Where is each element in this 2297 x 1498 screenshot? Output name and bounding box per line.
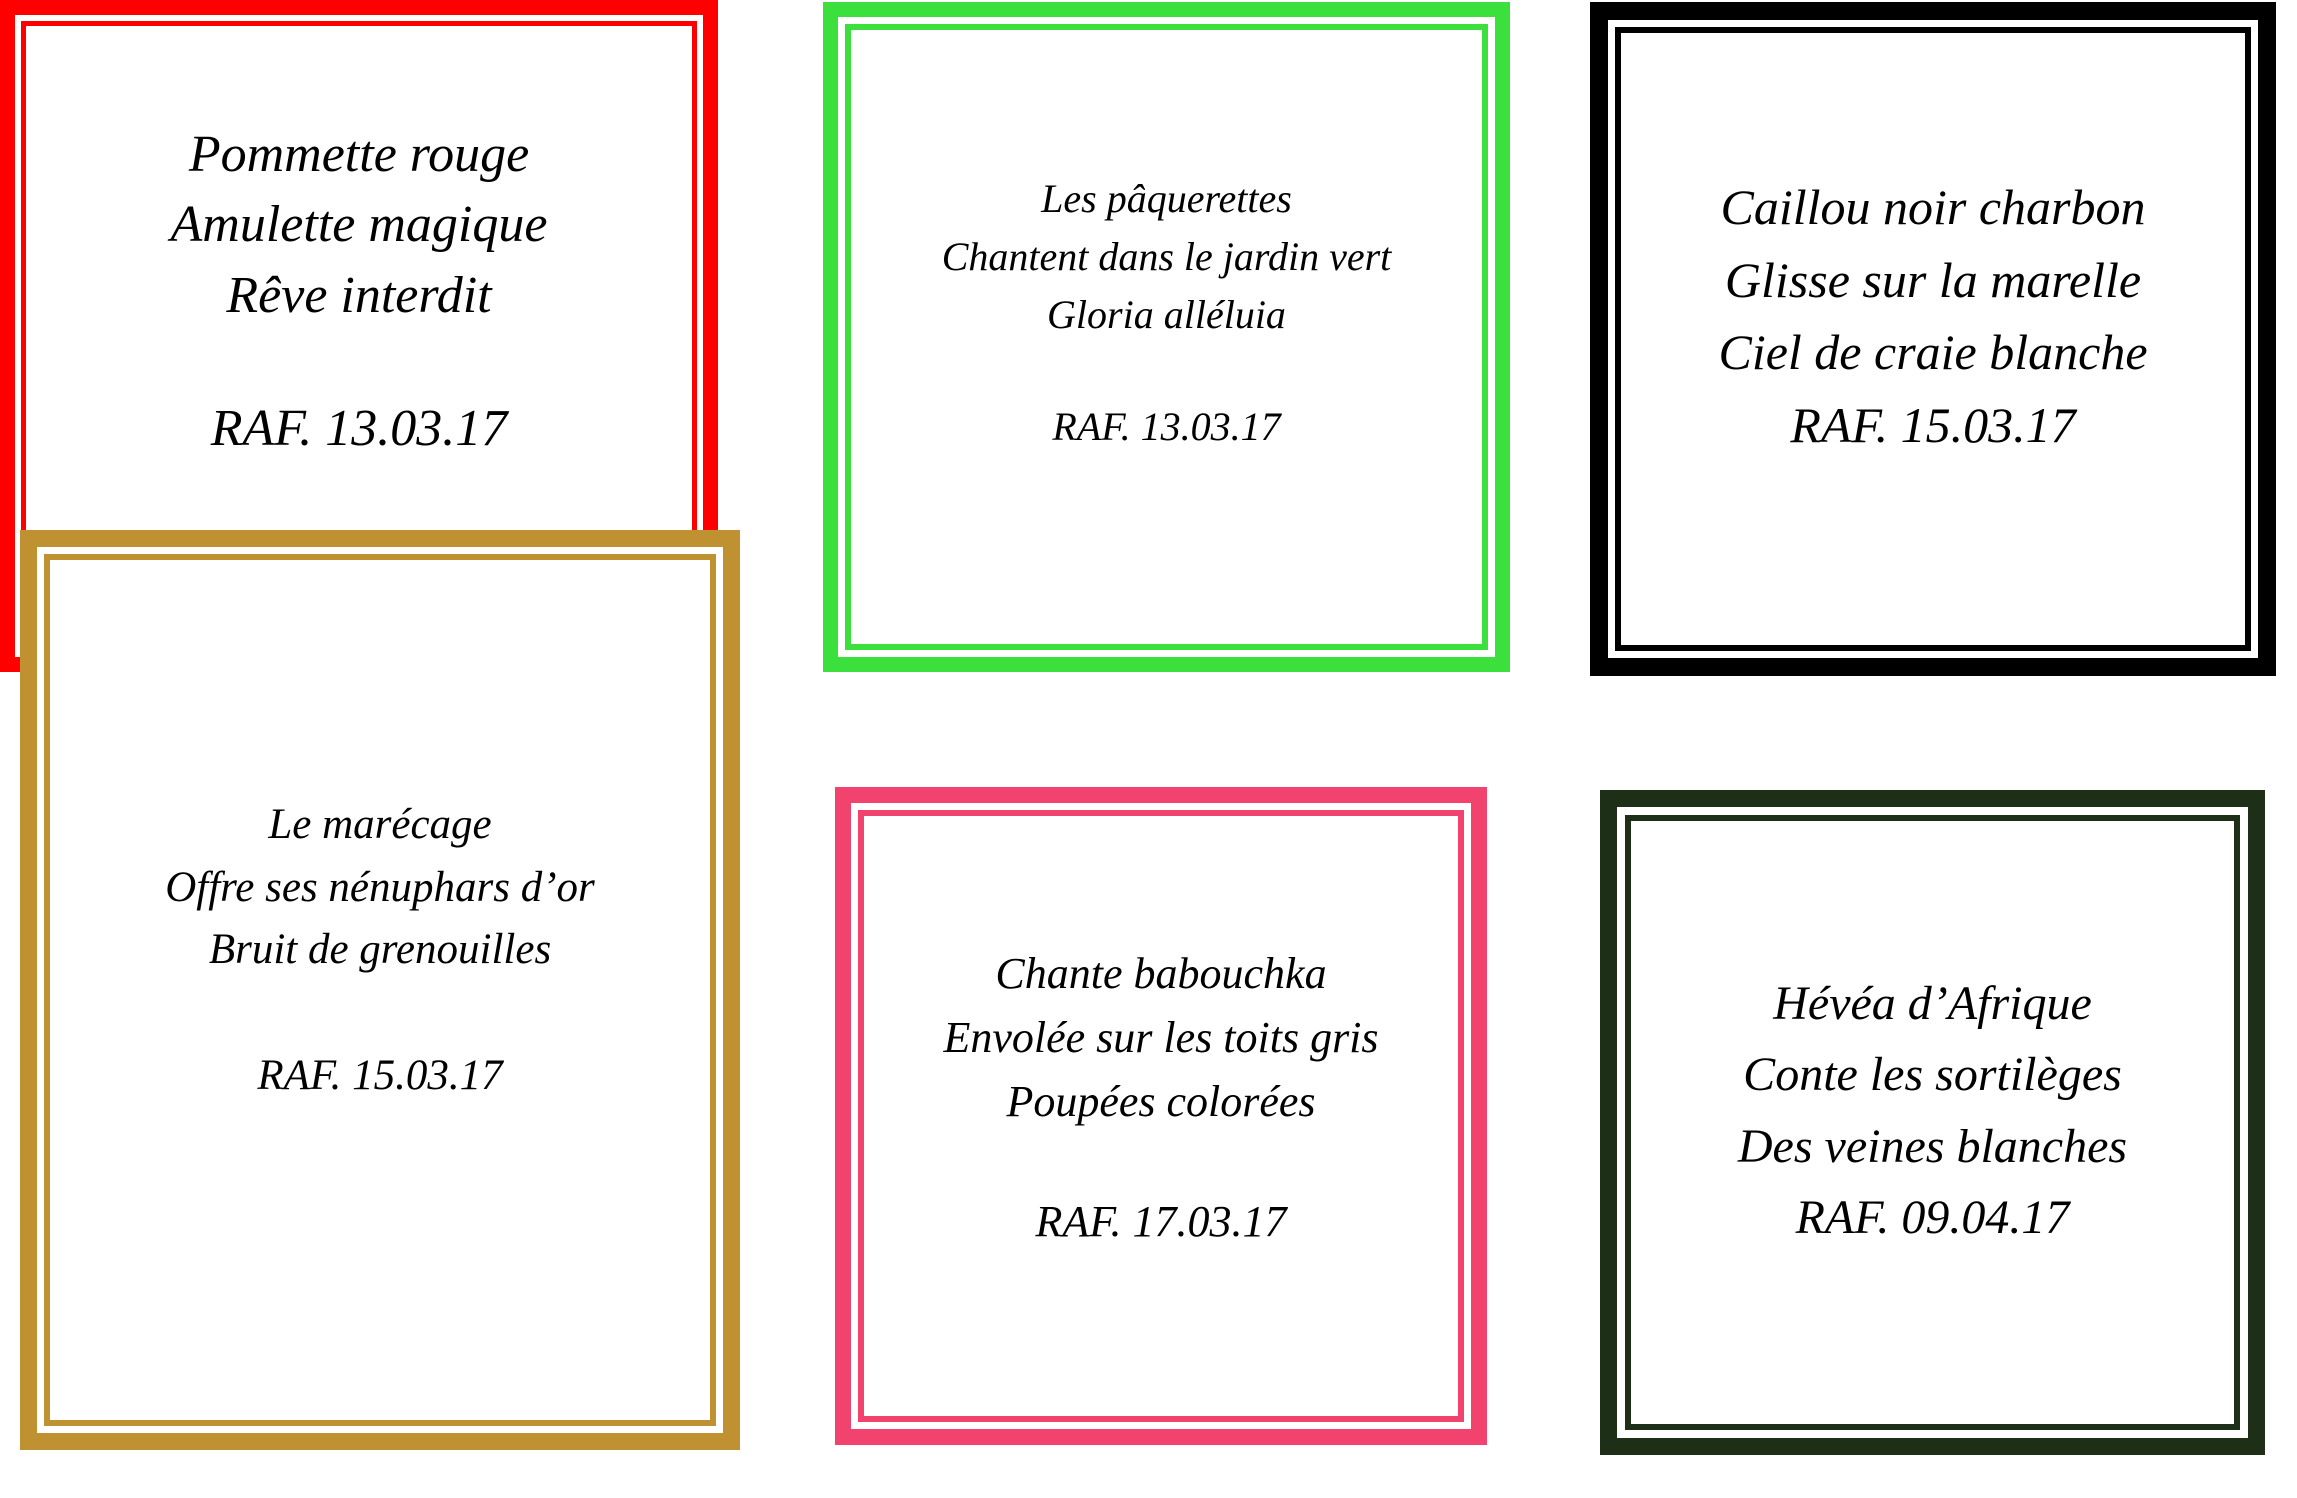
frame-gap-pink: Chante babouchka Envolée sur les toits g… bbox=[851, 803, 1471, 1429]
poem-card-green: Les pâquerettes Chantent dans le jardin … bbox=[823, 2, 1510, 672]
poem-reference: RAF. 15.03.17 bbox=[257, 1052, 503, 1100]
poem-line: Hévéa d’Afrique bbox=[1773, 977, 2092, 1031]
poem-card-gold: Le marécage Offre ses nénuphars d’or Bru… bbox=[20, 530, 740, 1450]
poem-line: Le marécage bbox=[268, 801, 492, 849]
frame-core-dark-green: Hévéa d’Afrique Conte les sortilèges Des… bbox=[1625, 815, 2240, 1430]
poem-line: Caillou noir charbon bbox=[1720, 179, 2146, 235]
poem-text-black: Caillou noir charbon Glisse sur la marel… bbox=[1621, 171, 2245, 461]
poem-line: Poupées colorées bbox=[1006, 1077, 1316, 1126]
poem-line: Chante babouchka bbox=[995, 949, 1327, 999]
frame-core-black: Caillou noir charbon Glisse sur la marel… bbox=[1615, 27, 2251, 651]
frame-core-gold: Le marécage Offre ses nénuphars d’or Bru… bbox=[44, 554, 716, 1426]
poem-line: Glisse sur la marelle bbox=[1724, 251, 2142, 308]
frame-core-green: Les pâquerettes Chantent dans le jardin … bbox=[845, 24, 1488, 650]
frame-gap-dark-green: Hévéa d’Afrique Conte les sortilèges Des… bbox=[1617, 807, 2248, 1438]
poem-line: Offre ses nénuphars d’or bbox=[165, 863, 595, 911]
poem-line: Ciel de craie blanche bbox=[1718, 324, 2148, 380]
poem-line: Envolée sur les toits gris bbox=[943, 1013, 1379, 1063]
poem-reference: RAF. 15.03.17 bbox=[1790, 396, 2076, 453]
poem-line: Des veines blanches bbox=[1737, 1119, 2128, 1173]
poem-line: Chantent dans le jardin vert bbox=[941, 234, 1392, 279]
poem-reference: RAF. 09.04.17 bbox=[1795, 1190, 2070, 1244]
poem-card-dark-green: Hévéa d’Afrique Conte les sortilèges Des… bbox=[1600, 790, 2265, 1455]
poem-text-gold: Le marécage Offre ses nénuphars d’or Bru… bbox=[50, 794, 710, 1107]
poem-reference: RAF. 13.03.17 bbox=[1052, 404, 1281, 449]
poem-line: Amulette magique bbox=[170, 196, 548, 254]
poem-text-green: Les pâquerettes Chantent dans le jardin … bbox=[851, 170, 1482, 456]
poem-line: Bruit de grenouilles bbox=[208, 926, 552, 973]
poem-line: Gloria alléluia bbox=[1047, 292, 1286, 337]
frame-core-pink: Chante babouchka Envolée sur les toits g… bbox=[858, 810, 1464, 1422]
poem-card-pink: Chante babouchka Envolée sur les toits g… bbox=[835, 787, 1487, 1445]
poem-text-dark-green: Hévéa d’Afrique Conte les sortilèges Des… bbox=[1631, 968, 2234, 1252]
poem-line: Pommette rouge bbox=[188, 125, 530, 183]
poem-card-black: Caillou noir charbon Glisse sur la marel… bbox=[1590, 2, 2276, 676]
frame-gap-black: Caillou noir charbon Glisse sur la marel… bbox=[1608, 20, 2258, 658]
poem-text-red: Pommette rouge Amulette magique Rêve int… bbox=[26, 120, 692, 465]
frame-gap-gold: Le marécage Offre ses nénuphars d’or Bru… bbox=[37, 547, 723, 1433]
poem-reference: RAF. 17.03.17 bbox=[1035, 1196, 1287, 1246]
poem-line: Les pâquerettes bbox=[1041, 176, 1292, 221]
poem-line: Rêve interdit bbox=[226, 267, 492, 324]
poem-text-pink: Chante babouchka Envolée sur les toits g… bbox=[864, 942, 1458, 1253]
poem-line: Conte les sortilèges bbox=[1743, 1048, 2122, 1102]
frame-gap-green: Les pâquerettes Chantent dans le jardin … bbox=[838, 17, 1495, 657]
poem-reference: RAF. 13.03.17 bbox=[210, 399, 508, 457]
